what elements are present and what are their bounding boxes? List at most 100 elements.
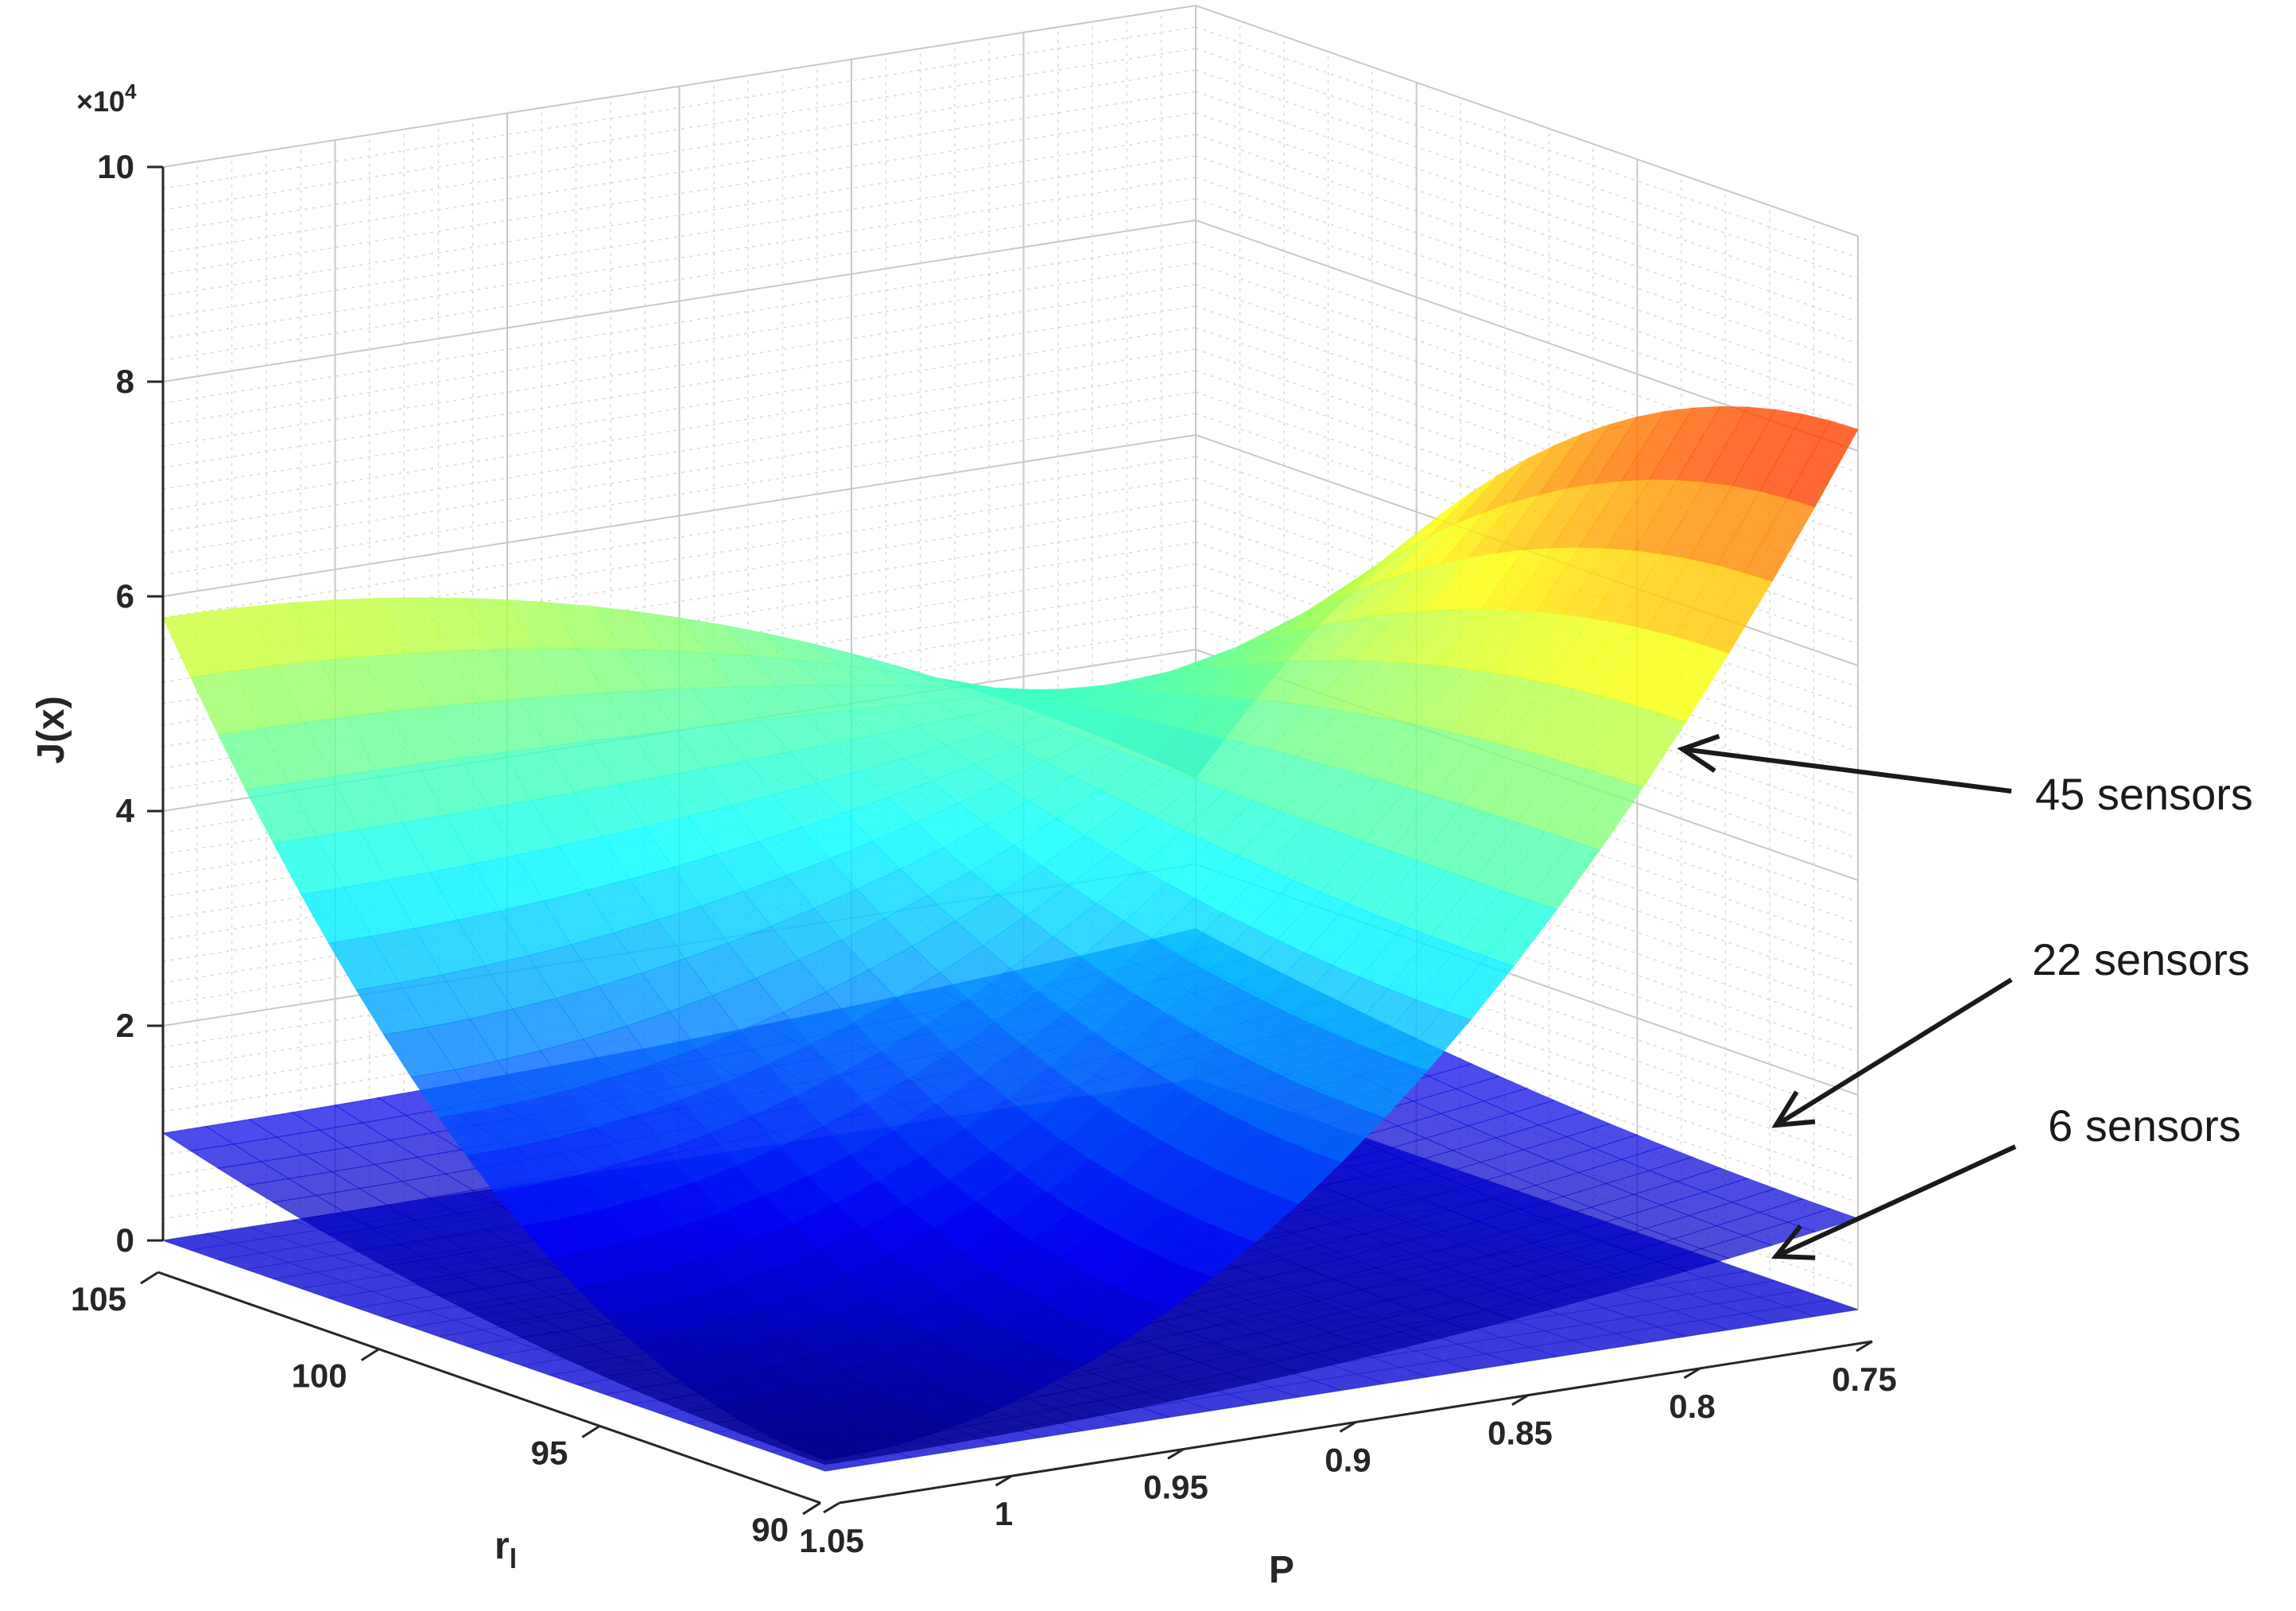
x-tick — [1856, 1340, 1873, 1353]
x-tick — [1339, 1421, 1357, 1433]
surface-cell — [1193, 855, 1266, 914]
z-axis-label: J(x) — [30, 696, 72, 763]
z-tick-label: 4 — [116, 792, 135, 829]
y-tick — [140, 1271, 159, 1285]
grid-line — [1195, 26, 1859, 258]
surface-cell — [334, 1097, 407, 1124]
y-tick-label: 95 — [531, 1434, 568, 1471]
surface-cell — [1269, 1352, 1344, 1374]
axes — [140, 165, 1873, 1516]
surface-cell — [1620, 1145, 1694, 1171]
surface-cell — [862, 685, 936, 707]
surface-cell — [1015, 1257, 1088, 1303]
surface-cell — [1421, 668, 1494, 732]
grid-line — [1195, 842, 1859, 1074]
surface-cell — [1185, 695, 1258, 736]
surface-cell — [1231, 613, 1303, 650]
z-multiplier-exponent: 4 — [125, 80, 137, 103]
surface-cell — [1562, 548, 1635, 619]
surface-cell — [441, 965, 514, 1019]
surface-cell — [1011, 1408, 1085, 1428]
surface-45-sensors — [162, 406, 1859, 1462]
surface-cell — [374, 763, 447, 823]
surface-cell — [1140, 1381, 1214, 1402]
surface-cell — [717, 1308, 790, 1346]
surface-cell — [1146, 666, 1217, 693]
surface-cell — [834, 1180, 907, 1230]
surface-cell — [967, 968, 1039, 1023]
surface-cell — [1319, 1233, 1393, 1257]
surface-cell — [233, 665, 305, 729]
annotations: 45 sensors 22 sensors 6 sensors — [1677, 733, 2253, 1260]
surface-cell — [1390, 795, 1463, 862]
grid-line — [1195, 928, 1859, 1160]
surface-cell — [1129, 1206, 1201, 1256]
surface-cell — [438, 1109, 510, 1157]
surface-cell — [1031, 704, 1105, 730]
y-tick — [581, 1425, 601, 1438]
grid-line — [1195, 155, 1859, 387]
surface-cell — [1313, 1107, 1386, 1163]
y-tick — [360, 1348, 380, 1361]
surface-cell — [997, 864, 1070, 917]
surface-cell — [1442, 956, 1515, 1021]
grid-line — [1195, 198, 1859, 430]
surface-cell — [1715, 1212, 1789, 1236]
grid-line — [1195, 284, 1859, 516]
surface-cell — [272, 1194, 346, 1220]
surface-cell — [925, 1425, 999, 1444]
annotation-6-sensors: 6 sensors — [2048, 1101, 2241, 1151]
surface-cell — [1758, 1198, 1832, 1223]
annotation-arrowhead — [1771, 1090, 1816, 1128]
surface-cell — [1246, 1012, 1318, 1073]
surface-cell — [1399, 1009, 1472, 1071]
surface-cell — [1441, 1309, 1515, 1331]
surface-cell — [1298, 615, 1371, 662]
x-tick-label: 0.85 — [1487, 1415, 1553, 1452]
surface-cell — [1288, 1278, 1362, 1302]
surface-cell — [509, 1138, 581, 1185]
z-tick-label: 8 — [116, 363, 134, 400]
surface-cell — [831, 1295, 904, 1337]
annotation-arrows — [1677, 733, 2017, 1260]
z-tick-label: 0 — [116, 1221, 134, 1259]
y-tick — [802, 1501, 821, 1516]
surface-cell — [1577, 1159, 1651, 1185]
surface-cell — [784, 1402, 858, 1430]
surface-cell — [858, 1316, 931, 1356]
annotation-45-sensors: 45 sensors — [2035, 769, 2253, 819]
surface-cell — [911, 920, 984, 973]
surface-cell — [276, 660, 348, 723]
x-tick — [823, 1501, 840, 1514]
x-tick-label: 1 — [995, 1495, 1013, 1532]
surface-cell — [536, 1174, 609, 1219]
surface-cell — [1270, 1151, 1343, 1205]
grid-line — [1195, 241, 1859, 473]
surface-cell — [413, 1213, 487, 1237]
surface-cell — [1414, 1299, 1487, 1322]
grid-line — [1195, 134, 1859, 366]
surface-cell — [561, 692, 634, 742]
y-tick-label: 90 — [751, 1511, 789, 1548]
surface-cell — [796, 1441, 870, 1462]
surface-cell — [1396, 1112, 1470, 1139]
surface-cell — [1046, 1159, 1119, 1211]
surface-cell — [334, 597, 407, 658]
surface-cell — [1356, 1059, 1429, 1119]
grid-line — [1195, 906, 1859, 1139]
surface-cell — [1731, 1188, 1805, 1213]
surface-cell — [1283, 659, 1356, 707]
grid-line — [1195, 177, 1859, 409]
x-tick-label: 0.95 — [1143, 1468, 1208, 1505]
x-axis-label: P — [1269, 1549, 1294, 1591]
grid-line — [1195, 5, 1859, 237]
y-axis-line — [157, 1271, 821, 1504]
surface-cell — [359, 821, 431, 881]
x-tick — [1511, 1394, 1529, 1406]
z-tick-label: 6 — [116, 577, 134, 615]
y-axis-label-subscript: l — [510, 1544, 517, 1574]
annotation-arrow — [1774, 1144, 2017, 1259]
surface-cell — [1543, 1263, 1617, 1287]
surface-cell — [598, 972, 670, 1027]
